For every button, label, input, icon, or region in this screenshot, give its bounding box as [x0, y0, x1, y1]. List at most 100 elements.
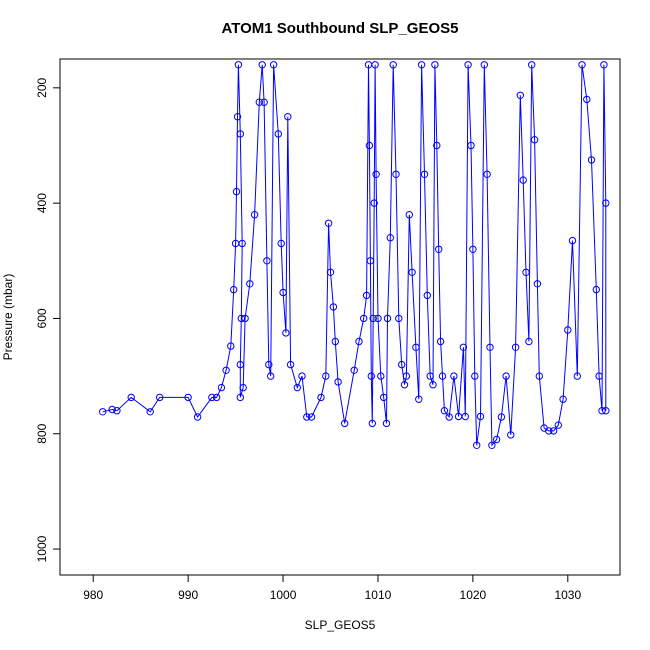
- data-point: [369, 314, 377, 323]
- data-point: [341, 419, 349, 428]
- data-point: [108, 405, 116, 414]
- data-point: [471, 372, 479, 380]
- data-point: [298, 372, 306, 380]
- data-point: [234, 61, 243, 69]
- data-point: [392, 170, 400, 179]
- data-point: [383, 314, 392, 323]
- data-point: [360, 314, 368, 323]
- data-point: [303, 413, 311, 421]
- data-point: [573, 372, 581, 380]
- data-point: [184, 393, 192, 402]
- data-point: [113, 407, 121, 415]
- data-point: [269, 61, 278, 69]
- data-point: [600, 61, 608, 69]
- data-point: [436, 337, 445, 346]
- data-point: [408, 268, 416, 276]
- data-point: [232, 187, 241, 196]
- data-point: [559, 395, 567, 403]
- data-point: [398, 360, 406, 369]
- x-tick-label: 1020: [460, 588, 487, 602]
- data-point: [350, 366, 358, 374]
- data-point: [236, 393, 245, 402]
- y-tick-label: 400: [35, 193, 49, 213]
- x-tick-label: 1010: [365, 588, 392, 602]
- data-point: [583, 95, 591, 104]
- y-tick-label: 600: [35, 308, 49, 328]
- data-point: [362, 291, 371, 300]
- data-point: [568, 236, 577, 245]
- y-axis: 200 400 600 800 1000: [35, 77, 60, 562]
- data-point: [307, 413, 316, 421]
- data-point: [238, 239, 246, 248]
- y-tick-label: 800: [35, 423, 49, 443]
- data-point: [372, 170, 380, 179]
- data-point: [450, 372, 458, 380]
- data-point: [405, 211, 413, 219]
- data-point: [564, 326, 572, 334]
- data-point: [365, 141, 374, 150]
- data-point: [326, 268, 335, 276]
- data-point: [329, 303, 338, 311]
- data-point: [549, 427, 558, 435]
- data-point: [236, 360, 245, 369]
- data-point: [255, 98, 263, 106]
- data-point: [377, 372, 385, 380]
- data-point: [426, 372, 434, 380]
- data-point: [239, 383, 247, 392]
- data-point: [483, 170, 491, 179]
- data-point: [402, 372, 411, 380]
- data-point: [511, 343, 520, 351]
- data-point: [370, 199, 378, 207]
- data-point: [366, 257, 375, 265]
- data-point: [417, 61, 426, 69]
- data-point: [480, 61, 488, 69]
- data-point: [267, 372, 275, 380]
- data-point: [420, 170, 429, 179]
- data-point: [146, 408, 154, 416]
- data-point: [429, 381, 437, 389]
- data-point: [592, 285, 600, 294]
- data-point: [497, 413, 506, 421]
- data-point: [533, 280, 542, 288]
- data-point: [433, 141, 441, 150]
- data-point: [461, 412, 469, 421]
- data-point: [440, 407, 449, 415]
- data-point: [263, 257, 271, 265]
- data-point: [400, 381, 409, 389]
- data-point: [476, 412, 485, 421]
- data-point: [258, 61, 266, 69]
- y-axis-label: Pressure (mbar): [1, 274, 15, 361]
- data-point: [382, 419, 391, 428]
- data-point: [236, 130, 245, 138]
- series-points: [99, 61, 610, 449]
- data-point: [516, 91, 524, 100]
- data-point: [554, 421, 562, 429]
- data-point: [395, 314, 403, 323]
- data-point: [193, 413, 202, 421]
- data-point: [241, 314, 249, 323]
- data-point: [587, 156, 596, 164]
- data-point: [222, 366, 230, 374]
- data-point: [492, 435, 501, 444]
- data-point: [519, 176, 527, 184]
- x-tick-label: 990: [178, 588, 198, 602]
- data-point: [208, 393, 216, 402]
- x-tick-label: 980: [83, 588, 103, 602]
- data-point: [265, 360, 273, 369]
- data-point: [279, 288, 287, 297]
- data-point: [286, 360, 295, 369]
- data-point: [233, 113, 242, 121]
- data-point: [260, 98, 268, 106]
- data-point: [535, 372, 543, 380]
- data-point: [217, 383, 226, 392]
- plot-frame: [59, 58, 621, 576]
- data-point: [423, 291, 431, 300]
- data-point: [459, 343, 468, 351]
- data-point: [212, 393, 221, 402]
- data-point: [386, 234, 394, 242]
- y-tick-label: 200: [35, 77, 49, 97]
- data-point: [602, 199, 610, 207]
- data-point: [486, 343, 494, 351]
- data-point: [467, 141, 475, 150]
